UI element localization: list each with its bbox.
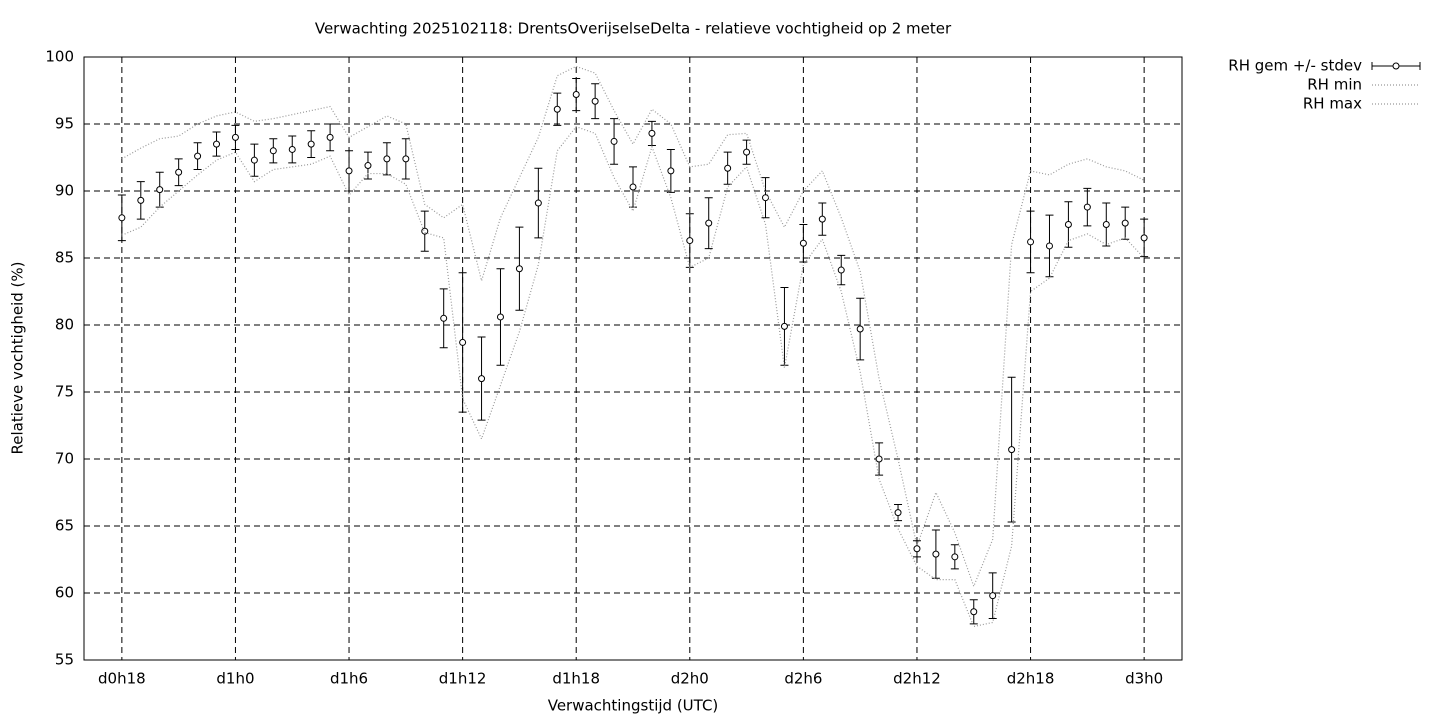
mean-point — [989, 592, 997, 600]
chart-title: Verwachting 2025102118: DrentsOverijsels… — [315, 20, 952, 38]
mean-point — [1045, 242, 1053, 250]
mean-point — [118, 214, 126, 222]
y-tick-label: 60 — [55, 584, 74, 602]
mean-point — [610, 137, 618, 145]
mean-point — [913, 545, 921, 553]
mean-point — [1121, 219, 1129, 227]
mean-point — [496, 313, 504, 321]
x-tick-label: d1h6 — [330, 670, 368, 688]
mean-point — [648, 129, 656, 137]
mean-point — [686, 237, 694, 245]
mean-point — [591, 97, 599, 105]
mean-point — [269, 147, 277, 155]
mean-point — [1140, 234, 1148, 242]
mean-point — [1083, 203, 1091, 211]
x-tick-label: d1h0 — [216, 670, 254, 688]
legend-label: RH max — [1303, 95, 1362, 113]
mean-point — [724, 164, 732, 172]
x-tick-label: d2h12 — [893, 670, 941, 688]
mean-point — [213, 140, 221, 148]
mean-point — [1064, 221, 1072, 228]
mean-point — [1008, 446, 1016, 454]
legend-label: RH gem +/- stdev — [1228, 57, 1362, 75]
mean-point — [421, 227, 429, 235]
y-tick-label: 55 — [55, 651, 74, 669]
mean-point — [402, 155, 410, 163]
mean-point — [326, 133, 334, 141]
mean-point — [629, 183, 637, 191]
x-tick-label: d1h18 — [552, 670, 600, 688]
mean-point — [515, 265, 523, 273]
mean-point — [364, 162, 372, 170]
mean-point — [837, 266, 845, 274]
mean-point — [932, 550, 940, 558]
mean-point — [743, 148, 751, 156]
range-line — [121, 65, 1145, 588]
x-tick-label: d2h6 — [784, 670, 822, 688]
mean-point — [667, 167, 675, 175]
mean-point — [970, 608, 978, 616]
x-tick-label: d2h0 — [671, 670, 709, 688]
y-tick-label: 100 — [45, 48, 74, 66]
mean-point — [894, 509, 902, 517]
y-axis-label: Relatieve vochtigheid (%) — [9, 261, 27, 454]
range-line — [121, 125, 1145, 628]
mean-point — [345, 167, 353, 175]
legend-swatch — [1392, 62, 1400, 70]
mean-point — [875, 455, 883, 463]
mean-point — [156, 186, 164, 194]
y-tick-label: 75 — [55, 383, 74, 401]
y-tick-label: 85 — [55, 249, 74, 267]
mean-point — [1102, 221, 1110, 228]
plot-frame — [83, 56, 1183, 661]
mean-point — [572, 91, 580, 99]
legend-label: RH min — [1307, 76, 1362, 94]
mean-point — [194, 152, 202, 160]
x-tick-label: d3h0 — [1125, 670, 1163, 688]
mean-point — [459, 338, 467, 346]
mean-point — [231, 133, 239, 141]
y-tick-label: 65 — [55, 517, 74, 535]
mean-point — [553, 105, 561, 113]
mean-point — [288, 145, 296, 153]
mean-point — [175, 168, 183, 176]
y-tick-label: 90 — [55, 182, 74, 200]
mean-point — [799, 239, 807, 247]
mean-point — [818, 215, 826, 223]
y-tick-label: 70 — [55, 450, 74, 468]
mean-point — [762, 194, 770, 202]
mean-point — [856, 325, 864, 333]
mean-point — [705, 219, 713, 227]
x-tick-label: d1h12 — [439, 670, 487, 688]
y-tick-label: 80 — [55, 316, 74, 334]
mean-point — [951, 553, 959, 561]
mean-point — [780, 322, 788, 330]
mean-point — [534, 199, 542, 207]
mean-point — [307, 140, 315, 148]
x-tick-label: d0h18 — [98, 670, 146, 688]
mean-point — [478, 375, 486, 383]
mean-point — [440, 314, 448, 322]
y-tick-label: 95 — [55, 115, 74, 133]
mean-point — [1027, 238, 1035, 246]
x-axis-label: Verwachtingstijd (UTC) — [548, 697, 719, 715]
x-tick-label: d2h18 — [1007, 670, 1055, 688]
mean-point — [383, 155, 391, 163]
mean-point — [137, 196, 145, 204]
mean-point — [250, 156, 258, 164]
